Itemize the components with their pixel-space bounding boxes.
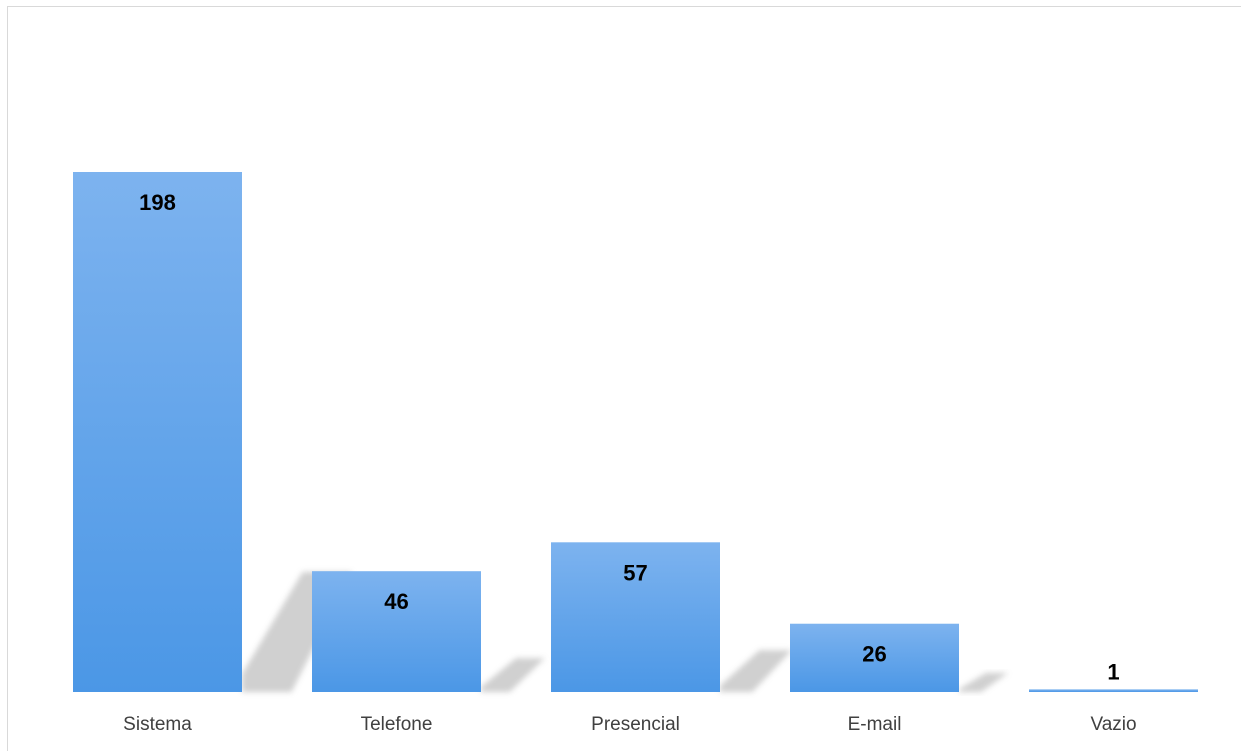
data-label: 1 — [1107, 659, 1119, 684]
data-label: 57 — [623, 560, 647, 585]
data-labels: 198 46 57 26 1 — [139, 190, 1119, 684]
category-label: Vazio — [1090, 714, 1136, 735]
bar-sistema[interactable] — [73, 172, 242, 692]
category-label: Presencial — [591, 714, 680, 735]
category-labels: Sistema Telefone Presencial E-mail Vazio — [123, 714, 1136, 735]
bar-telefone[interactable] — [312, 571, 481, 692]
bar-e-mail[interactable] — [790, 623, 959, 692]
data-label: 46 — [384, 589, 408, 614]
bar-vazio[interactable] — [1029, 689, 1198, 692]
bar-shadow — [959, 672, 1009, 692]
data-label: 198 — [139, 190, 176, 215]
bar-presencial[interactable] — [551, 542, 720, 692]
data-label: 26 — [862, 642, 886, 667]
category-label: Sistema — [123, 714, 192, 735]
bar-shadow — [481, 658, 545, 692]
category-label: E-mail — [848, 714, 902, 735]
category-label: Telefone — [361, 714, 433, 735]
bar-shadow — [720, 650, 792, 692]
bars — [73, 172, 1198, 692]
